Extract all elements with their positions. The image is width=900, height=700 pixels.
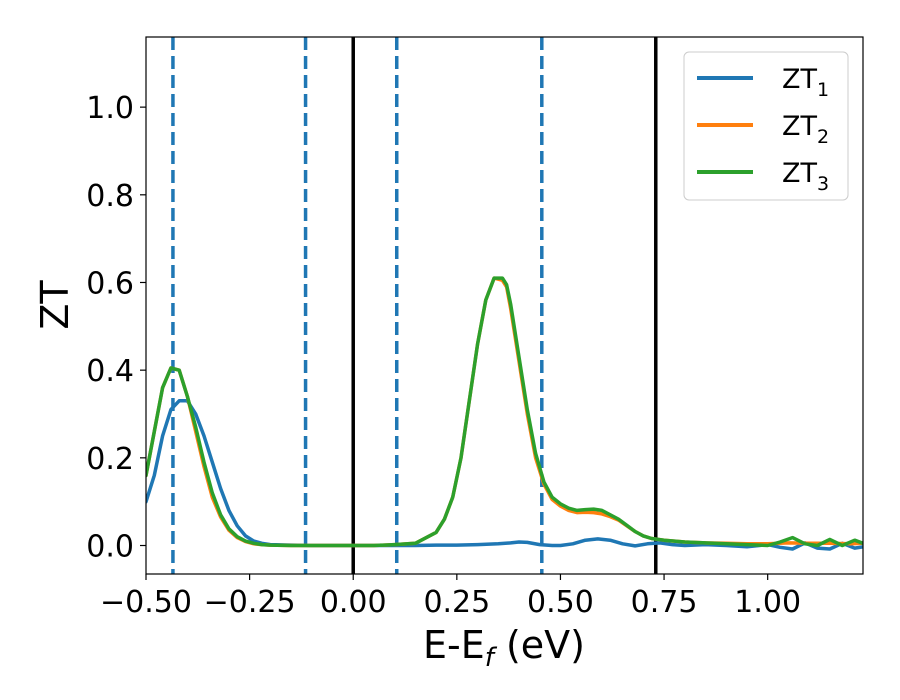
x-tick-label: −0.50: [100, 585, 192, 620]
legend-box: [683, 51, 849, 201]
x-axis: −0.50 −0.25 0.00 0.25 0.50 0.75 1.00: [100, 574, 801, 620]
x-tick-label: 0.75: [631, 585, 698, 620]
legend-label-sub: 1: [817, 79, 829, 101]
x-tick-label: 0.25: [423, 585, 490, 620]
x-tick-label: 0.00: [320, 585, 387, 620]
legend-label-main: ZT: [782, 158, 817, 189]
y-axis-title: ZT: [33, 280, 77, 330]
vertical-reference-lines: [171, 37, 658, 574]
y-tick-label: 0.2: [86, 442, 134, 477]
x-tick-label: −0.25: [204, 585, 296, 620]
legend-label-zt3: ZT3: [782, 158, 829, 195]
series-line-zt3: [146, 276, 863, 548]
y-tick-label: 0.0: [86, 530, 134, 565]
legend-label-main: ZT: [782, 64, 817, 95]
x-axis-title: E-Ef (eV): [423, 623, 585, 673]
y-tick-label: 0.8: [86, 179, 134, 214]
x-tick-label: 1.00: [734, 585, 801, 620]
y-tick-label: 0.4: [86, 354, 134, 389]
legend-label-sub: 3: [817, 173, 829, 195]
legend-label-zt1: ZT1: [782, 64, 829, 101]
series-line-zt1: [146, 399, 863, 551]
legend-label-sub: 2: [817, 126, 829, 148]
x-axis-title-tail: (eV): [494, 623, 585, 667]
legend-label-zt2: ZT2: [782, 111, 829, 148]
x-axis-title-main: E-E: [423, 623, 485, 667]
y-tick-label: 1.0: [86, 91, 134, 126]
plot-frame: [145, 36, 864, 575]
x-tick-label: 0.50: [527, 585, 594, 620]
y-axis: 0.0 0.2 0.4 0.6 0.8 1.0: [86, 91, 146, 565]
legend-label-main: ZT: [782, 111, 817, 142]
y-tick-label: 0.6: [86, 266, 134, 301]
series-layer: [146, 276, 863, 551]
